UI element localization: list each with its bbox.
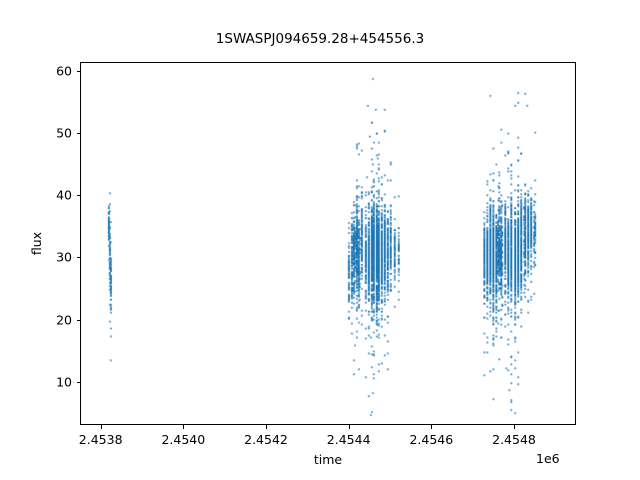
y-tick-label: 50 [56,125,72,141]
x-tick-mark [183,425,185,429]
y-tick-label: 60 [56,63,72,79]
y-tick-label: 10 [56,374,72,390]
y-axis-label: flux [29,231,44,256]
plot-axes-area [80,62,576,425]
x-tick-label: 2.4542 [244,432,288,447]
y-tick-label: 30 [56,249,72,265]
y-tick-mark [76,257,80,259]
x-tick-label: 2.4538 [78,432,123,447]
x-tick-label: 2.4544 [326,432,371,447]
x-axis-offset-label: 1e6 [536,451,560,466]
x-tick-mark [100,425,102,429]
x-tick-mark [348,425,350,429]
x-tick-mark [514,425,515,429]
x-tick-label: 2.4540 [161,432,206,447]
page-title: 1SWASPJ094659.28+454556.3 [215,31,425,47]
y-tick-label: 20 [56,312,72,327]
x-tick-mark [266,425,267,429]
y-tick-mark [76,195,80,197]
y-tick-mark [76,319,80,321]
y-tick-mark [76,381,80,383]
scatter-data-layer [81,63,575,424]
y-tick-mark [76,71,80,73]
y-tick-mark [76,133,80,135]
x-tick-label: 2.4548 [492,432,536,447]
y-tick-label: 40 [56,187,72,203]
x-tick-label: 2.4546 [409,432,454,447]
x-tick-mark [431,425,433,429]
x-axis-label: time [313,452,343,467]
